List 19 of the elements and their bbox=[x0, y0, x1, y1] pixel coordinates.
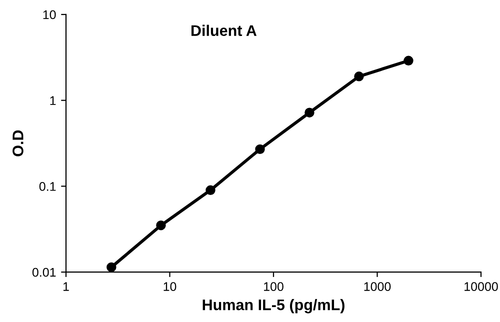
point bbox=[255, 144, 265, 154]
point bbox=[156, 220, 166, 230]
y-tick-label: 1 bbox=[50, 96, 56, 105]
x-tick-label: 1 bbox=[63, 282, 69, 291]
y-tick-label: 0.1 bbox=[39, 182, 56, 191]
point bbox=[404, 56, 414, 66]
x-tick-label: 100 bbox=[264, 282, 284, 291]
x-tick-label: 1000 bbox=[364, 282, 391, 291]
y-axis-title: O.D bbox=[12, 130, 24, 156]
point bbox=[304, 108, 314, 118]
text: Diluent A bbox=[191, 24, 257, 36]
x-tick-label: 10 bbox=[164, 282, 176, 291]
point bbox=[106, 262, 116, 272]
x-axis-title: Human IL-5 (pg/mL) bbox=[202, 299, 344, 314]
y-tick-label: 10 bbox=[43, 10, 56, 20]
point bbox=[354, 72, 364, 82]
point bbox=[206, 185, 216, 196]
x-tick-label: 10000 bbox=[464, 282, 498, 291]
y-tick-label: 0.01 bbox=[32, 268, 56, 277]
